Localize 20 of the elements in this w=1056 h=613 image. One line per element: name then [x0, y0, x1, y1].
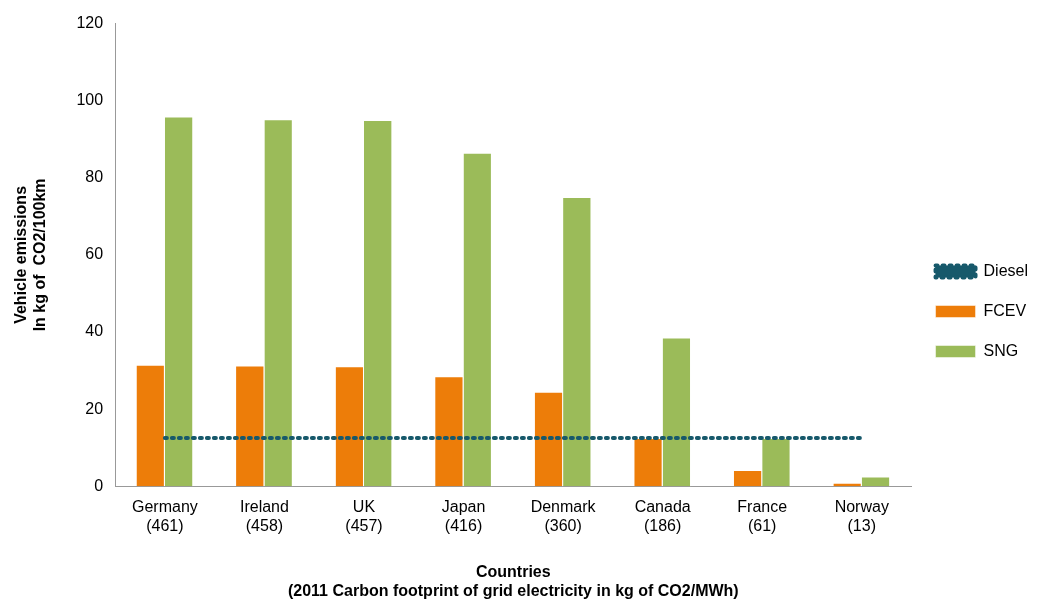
legend-label: Diesel: [983, 261, 1029, 279]
y-tick-label: 120: [76, 14, 104, 32]
y-tick-label: 80: [85, 168, 104, 186]
x-tick-label: Canada (186): [634, 498, 691, 535]
y-axis-title: Vehicle emissions In kg of CO2/100km: [12, 178, 49, 332]
y-tick-label: 40: [85, 322, 104, 340]
legend-label: FCEV: [983, 301, 1027, 319]
x-axis-title: Countries (2011 Carbon footprint of grid electricity in kg of CO2/MWh): [287, 562, 739, 599]
x-tick-label: Germany (461): [131, 498, 198, 535]
x-tick-label: France (61): [737, 498, 788, 535]
legend-label: SNG: [983, 341, 1019, 359]
x-tick-label: Denmark (360): [530, 498, 597, 535]
x-tick-label: UK (457): [345, 498, 383, 535]
y-tick-label: 0: [94, 476, 104, 494]
y-tick-label: 20: [85, 399, 104, 417]
x-tick-label: Norway (13): [834, 498, 889, 535]
y-tick-label: 60: [85, 245, 104, 263]
x-tick-label: Ireland (458): [239, 498, 289, 535]
x-tick-label: Japan (416): [441, 498, 486, 535]
y-tick-label: 100: [76, 91, 104, 109]
